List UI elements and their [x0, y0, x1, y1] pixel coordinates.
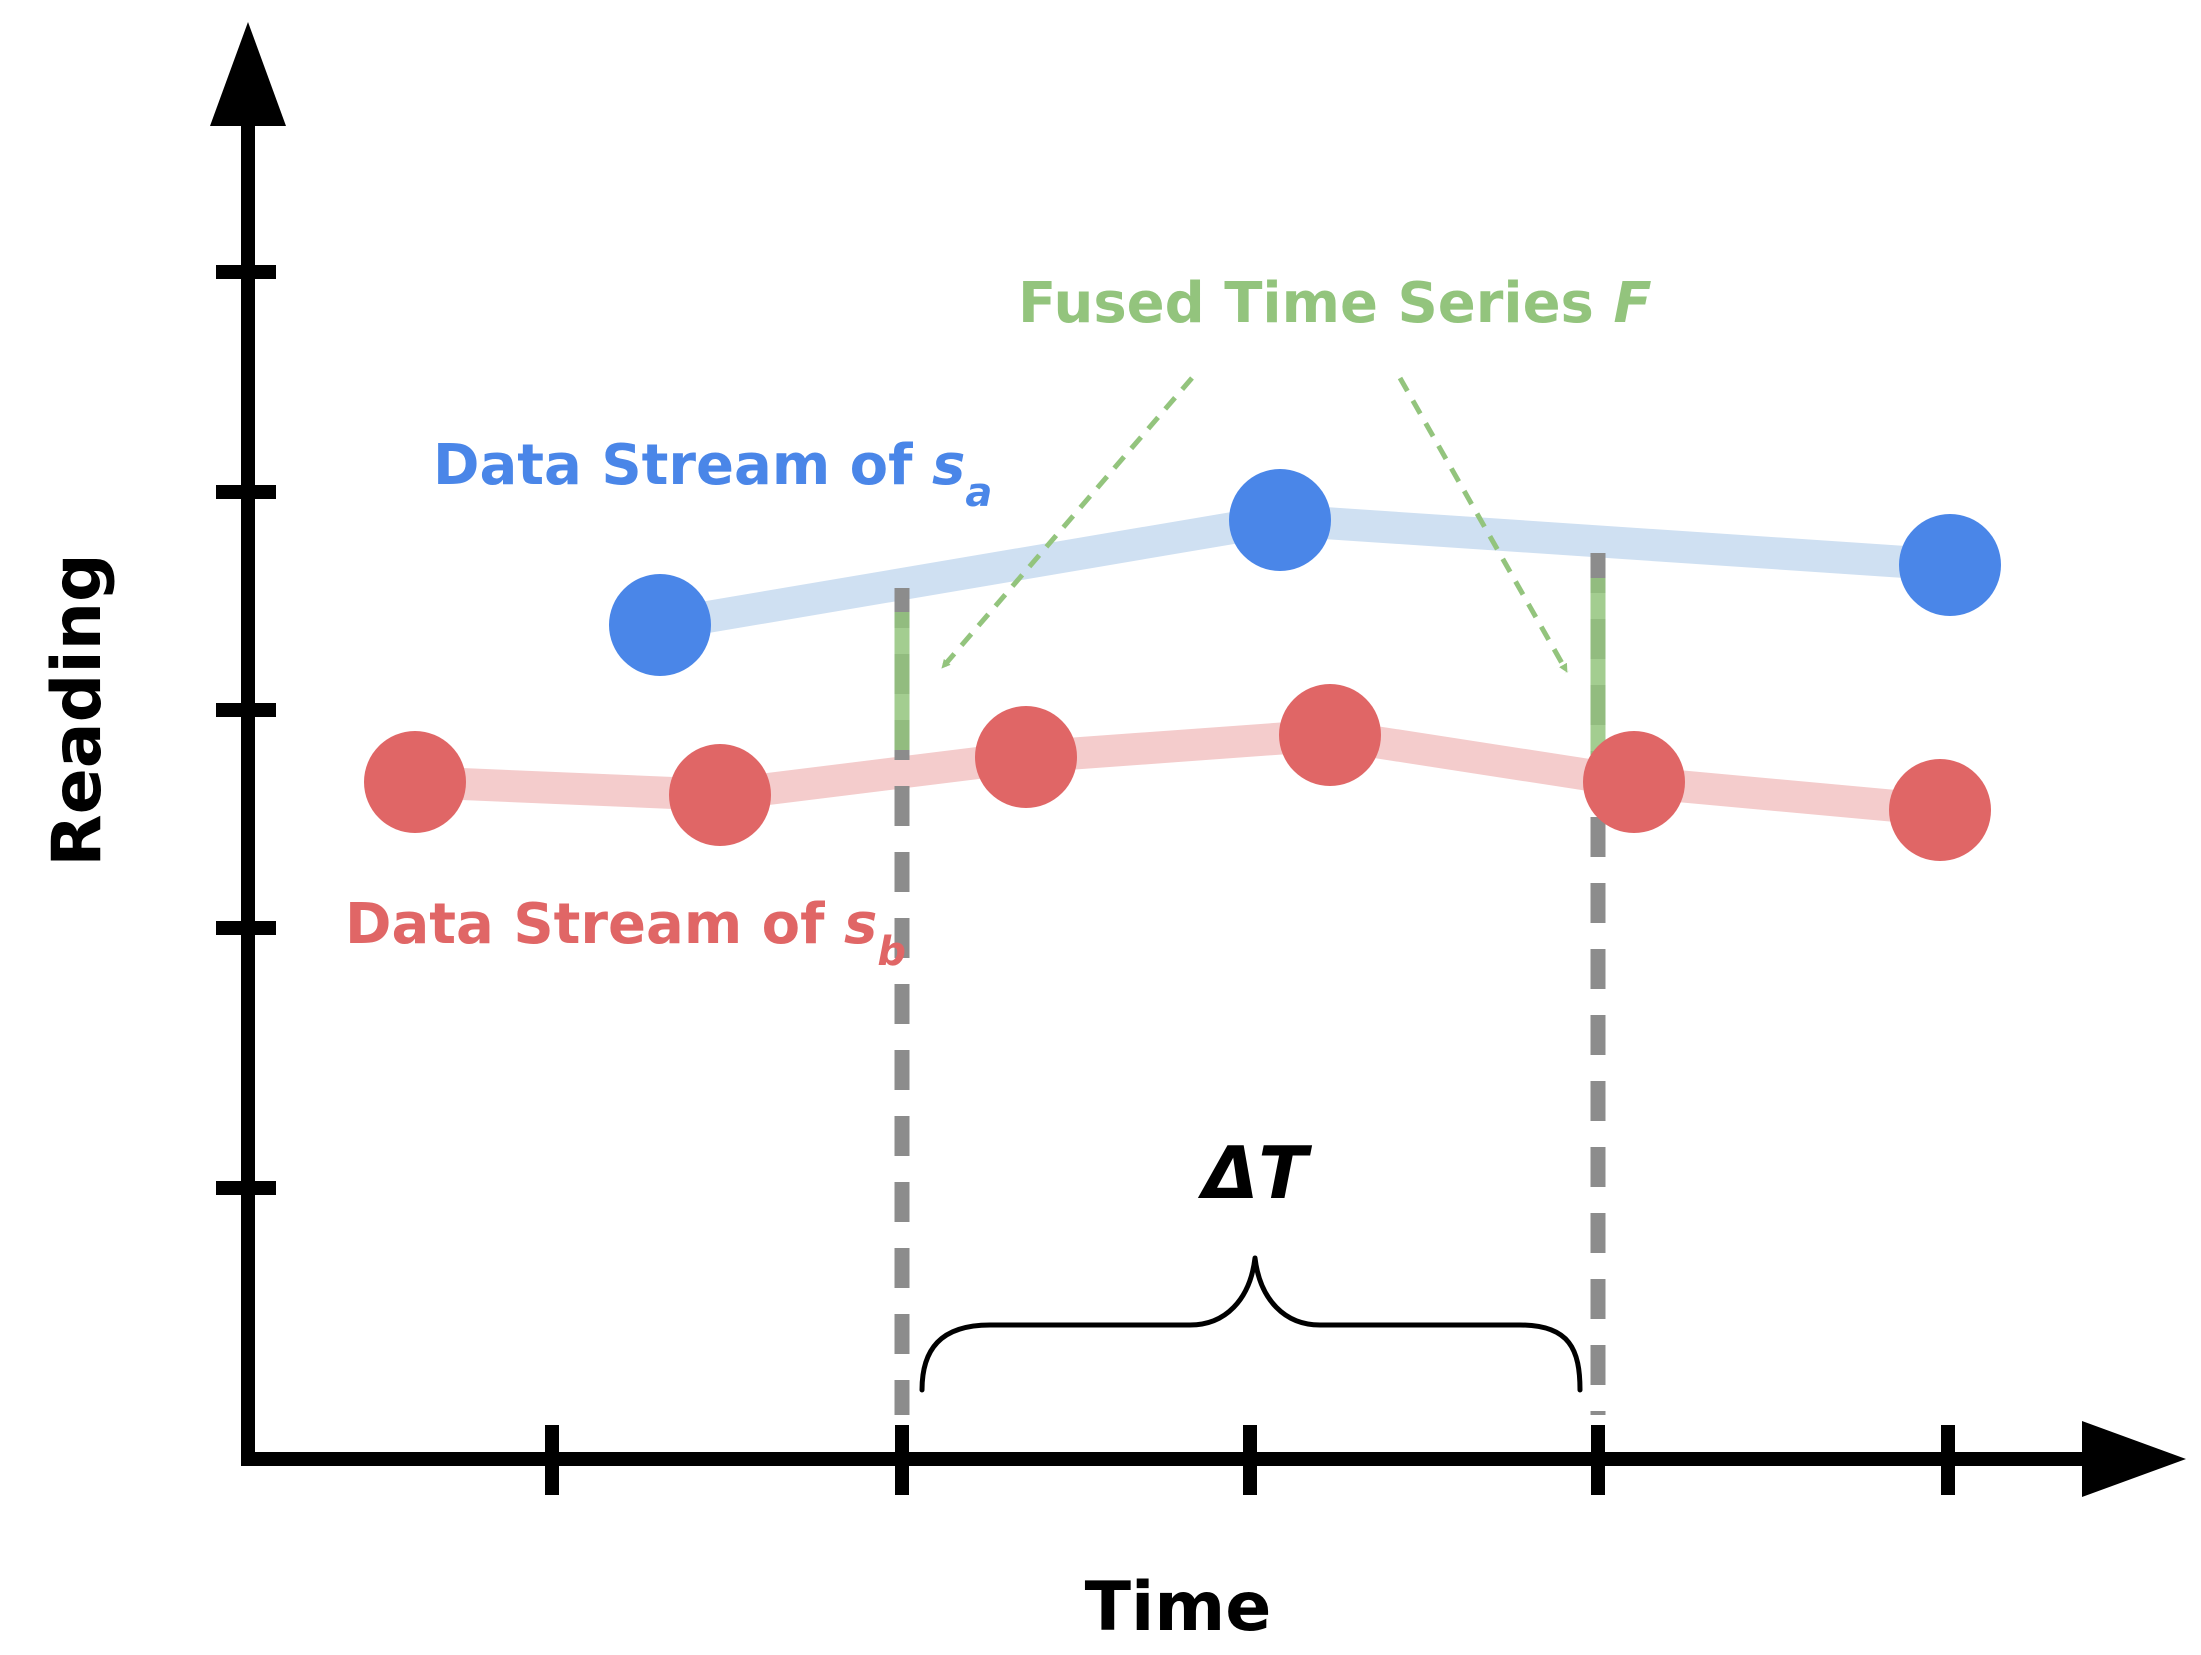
- stream-b-label-sub: b: [877, 929, 906, 975]
- interval-label: ΔT: [1198, 1131, 1313, 1215]
- x-axis: [241, 1421, 2186, 1497]
- stream-a-label: Data Stream of sa: [433, 433, 992, 516]
- stream-b-point: [1583, 731, 1685, 833]
- interval-brace: [919, 1255, 1583, 1393]
- stream-a-point: [609, 574, 711, 676]
- fused-label-var: F: [1613, 271, 1651, 336]
- stream-a-point: [1899, 514, 2001, 616]
- y-axis-title: Reading: [38, 553, 117, 866]
- fused-arrow-right: [1397, 376, 1570, 674]
- fused-label: Fused Time Series F: [1018, 271, 1652, 336]
- stream-b-points: [364, 684, 1991, 861]
- stream-a-label-sub: a: [965, 470, 992, 516]
- stream-b-label-text: Data Stream of: [345, 892, 844, 957]
- x-axis-title: Time: [1085, 1568, 1272, 1647]
- stream-a-points: [609, 469, 2001, 676]
- stream-b-point: [1279, 684, 1381, 786]
- stream-b-label-var: s: [844, 892, 877, 957]
- stream-b-line: [399, 719, 1956, 826]
- x-axis-arrowhead: [2082, 1421, 2186, 1497]
- stream-b-point: [364, 731, 466, 833]
- stream-a-point: [1229, 469, 1331, 571]
- y-axis: [210, 22, 286, 1465]
- stream-b-point: [669, 744, 771, 846]
- stream-a-label-var: s: [932, 433, 965, 498]
- stream-a-label-text: Data Stream of: [433, 433, 932, 498]
- fused-arrow-left: [940, 376, 1194, 670]
- stream-b-point: [1889, 759, 1991, 861]
- y-axis-arrowhead: [210, 22, 286, 126]
- stream-b-point: [975, 706, 1077, 808]
- fused-label-text: Fused Time Series: [1018, 271, 1613, 336]
- stream-b-label: Data Stream of sb: [345, 892, 906, 975]
